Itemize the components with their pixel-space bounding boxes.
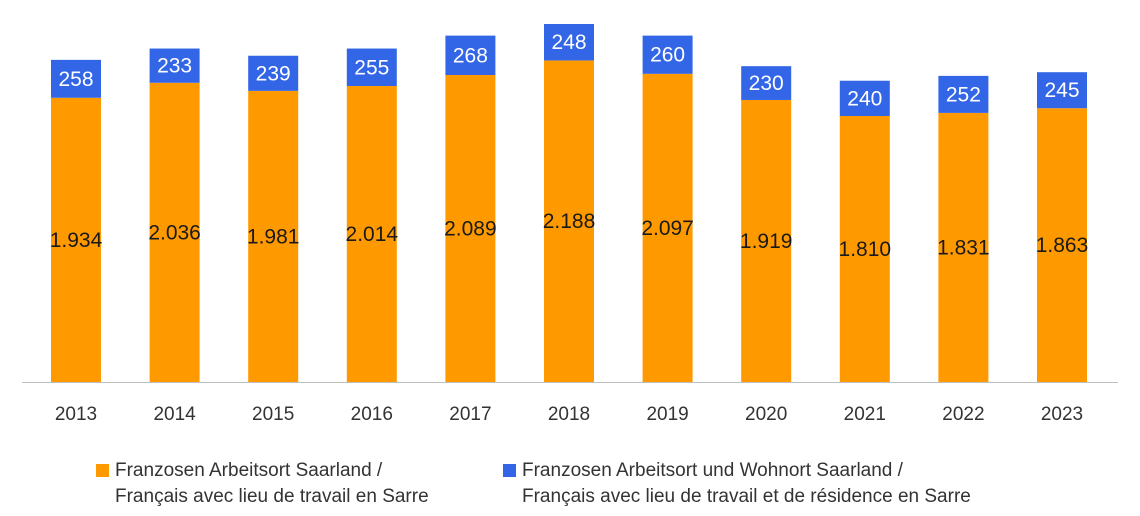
bar-2019-orange <box>642 73 693 383</box>
bar-2022-orange <box>938 112 989 383</box>
x-tick-2016: 2016 <box>351 404 393 425</box>
data-label-2022-blue: 252 <box>946 83 981 106</box>
x-tick-2021: 2021 <box>844 404 886 425</box>
bar-2021-blue <box>839 80 890 116</box>
bar-2015-blue <box>248 55 299 91</box>
data-label-2014-orange: 2.036 <box>148 221 201 244</box>
bar-2023-blue <box>1037 72 1087 109</box>
x-tick-2017: 2017 <box>449 404 491 425</box>
legend-label-0-line-1: Franzosen Arbeitsort Saarland / <box>115 460 383 481</box>
data-label-2023-orange: 1.863 <box>1036 234 1089 257</box>
bar-2018-orange <box>544 60 594 383</box>
x-tick-labels: 2013 2014 2015 2016 2017 2018 2019 2020 2021 2022… <box>55 404 1083 425</box>
data-label-2016-orange: 2.014 <box>346 223 399 246</box>
legend-swatch-blue <box>503 464 516 477</box>
legend-item-1: Franzosen Arbeitsort und Wohnort Saarlan… <box>503 458 971 510</box>
x-tick-2014: 2014 <box>153 404 196 425</box>
x-tick-2013: 2013 <box>55 404 97 425</box>
data-label-2023-blue: 245 <box>1044 79 1079 102</box>
data-label-2017-orange: 2.089 <box>444 217 497 240</box>
bar-2021-orange <box>839 115 890 383</box>
bar-2020-blue <box>741 66 792 100</box>
legend-label-1-line-2: Français avec lieu de travail et de rési… <box>522 486 971 507</box>
bar-2023-orange <box>1037 108 1087 383</box>
data-label-2014-blue: 233 <box>157 55 192 78</box>
bar-2014-orange <box>149 82 200 382</box>
data-label-2020-orange: 1.919 <box>740 230 793 253</box>
data-label-2015-orange: 1.981 <box>247 225 300 248</box>
bar-2015-orange <box>248 90 299 383</box>
data-label-2013-orange: 1.934 <box>50 229 103 252</box>
data-label-2018-orange: 2.188 <box>543 210 596 233</box>
bar-2019-blue <box>642 35 693 74</box>
data-labels-layer: 1.934 258 2.036 233 1.981 239 2.014 255 2.089 268… <box>50 31 1089 261</box>
data-label-2020-blue: 230 <box>749 72 784 95</box>
legend-swatch-orange <box>96 464 109 477</box>
data-label-2018-blue: 248 <box>551 31 586 54</box>
bar-2022-blue <box>938 75 989 113</box>
x-tick-2022: 2022 <box>942 404 984 425</box>
data-label-2021-blue: 240 <box>847 87 882 110</box>
x-tick-2019: 2019 <box>646 404 688 425</box>
x-tick-2023: 2023 <box>1041 404 1083 425</box>
legend-label-1-line-1: Franzosen Arbeitsort und Wohnort Saarlan… <box>522 460 903 481</box>
bar-2017-orange <box>445 74 496 382</box>
legend-label-1: Franzosen Arbeitsort und Wohnort Saarlan… <box>522 458 971 510</box>
bar-2018-blue <box>544 24 594 61</box>
data-label-2015-blue: 239 <box>256 62 291 85</box>
data-label-2017-blue: 268 <box>453 44 488 67</box>
data-label-2016-blue: 255 <box>354 56 389 79</box>
stacked-bar-chart: 1.934 258 2.036 233 1.981 239 2.014 255 2.089 268… <box>22 24 1118 425</box>
bar-2016-orange <box>346 86 397 382</box>
legend-label-0-line-2: Français avec lieu de travail en Sarre <box>115 486 429 507</box>
legend-label-0: Franzosen Arbeitsort Saarland / Français… <box>115 458 429 510</box>
data-label-2019-orange: 2.097 <box>641 217 694 240</box>
data-label-2013-blue: 258 <box>58 68 93 91</box>
bars-layer <box>51 24 1087 383</box>
data-label-2022-orange: 1.831 <box>937 236 990 259</box>
bar-2014-blue <box>149 48 200 83</box>
bar-2013-blue <box>51 59 101 98</box>
x-tick-2018: 2018 <box>548 404 590 425</box>
legend-item-0: Franzosen Arbeitsort Saarland / Français… <box>96 458 429 510</box>
x-tick-2020: 2020 <box>745 404 787 425</box>
bar-2013-orange <box>51 97 101 383</box>
data-label-2019-blue: 260 <box>650 44 685 67</box>
bar-2017-blue <box>445 35 496 75</box>
bar-2016-blue <box>346 48 397 87</box>
data-label-2021-orange: 1.810 <box>839 238 892 261</box>
bar-2020-orange <box>741 99 792 382</box>
x-tick-2015: 2015 <box>252 404 294 425</box>
